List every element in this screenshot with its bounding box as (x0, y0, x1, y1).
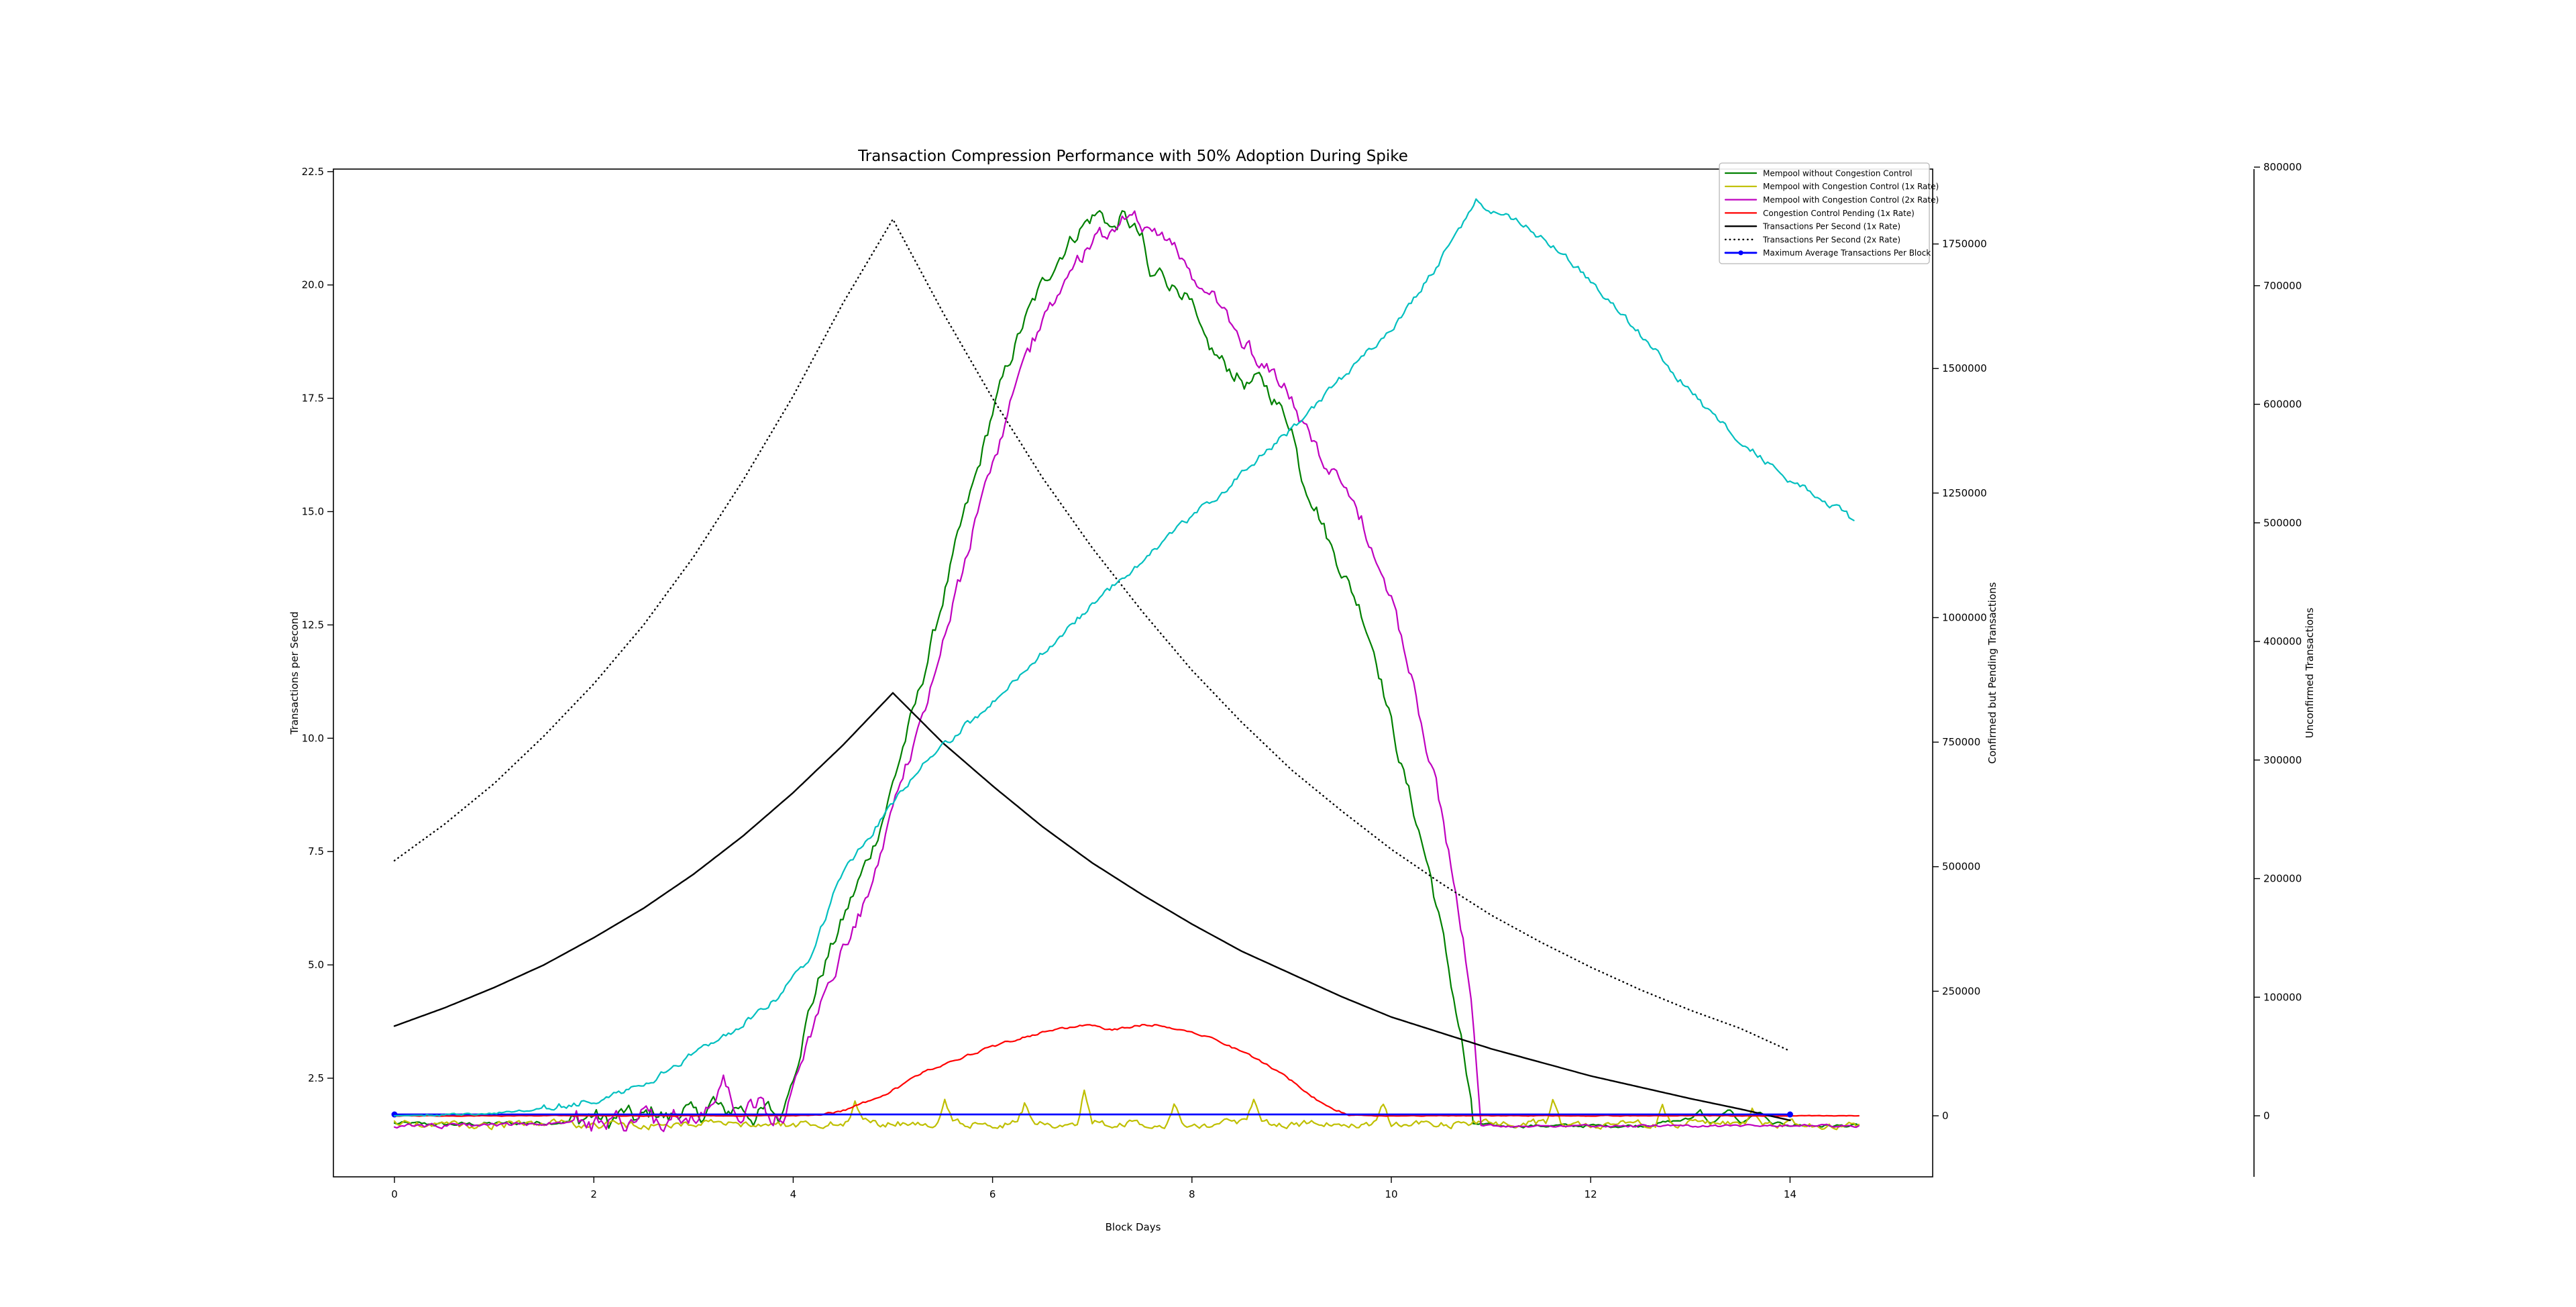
right2-tick-label: 500000 (2263, 517, 2302, 529)
series-layer (391, 198, 1860, 1133)
right1-tick-label: 1250000 (1942, 487, 1987, 499)
right1-tick-label: 1500000 (1942, 362, 1987, 374)
left-tick-label: 7.5 (308, 845, 324, 857)
legend-frame (1719, 162, 1930, 264)
series-cyan-cumulative (393, 198, 1855, 1117)
left-tick-label: 17.5 (302, 393, 324, 405)
series-max-avg-tx-per-block-marker (391, 1111, 398, 1118)
legend-label-cc-pending-1x: Congestion Control Pending (1x Rate) (1763, 209, 1915, 218)
series-cc-pending-1x (393, 1023, 1860, 1117)
series-mempool-no-cc (393, 210, 1860, 1129)
left-tick-label: 15.0 (302, 506, 324, 518)
legend: Mempool without Congestion Control Mempoo… (1719, 162, 1939, 264)
right2-tick-label: 0 (2263, 1110, 2270, 1122)
x-tick-label: 0 (391, 1188, 398, 1200)
chart-title: Transaction Compression Performance with… (857, 148, 1408, 165)
right1-tick-label: 750000 (1942, 736, 1980, 748)
right2-tick-label: 600000 (2263, 399, 2302, 411)
x-tick-label: 6 (989, 1188, 996, 1200)
right2-tick-label: 200000 (2263, 873, 2302, 885)
legend-label-tps-2x: Transactions Per Second (2x Rate) (1762, 235, 1900, 244)
right1-axis-label: Confirmed but Pending Transactions (1986, 582, 1998, 764)
series-mempool-cc-1x (393, 1089, 1860, 1131)
x-tick-label: 10 (1385, 1188, 1397, 1200)
right2-tick-label: 300000 (2263, 754, 2302, 766)
left-tick-label: 22.5 (302, 166, 324, 178)
legend-label-mempool-no-cc: Mempool without Congestion Control (1763, 168, 1913, 178)
right1-tick-label: 1750000 (1942, 238, 1987, 250)
right2-tick-label: 100000 (2263, 991, 2302, 1003)
legend-label-mempool-cc-2x: Mempool with Congestion Control (2x Rate… (1763, 195, 1939, 205)
axes-layer: 0 2 4 6 8 10 12 14 2.5 5.0 7.5 10.0 12.5 15.0 17.5 20.0… (302, 161, 2302, 1200)
right1-tick-label: 1000000 (1942, 611, 1987, 623)
series-mempool-cc-2x (393, 210, 1860, 1133)
series-tps-1x (393, 692, 1791, 1122)
legend-label-tps-1x: Transactions Per Second (1x Rate) (1762, 222, 1900, 231)
left-tick-label: 12.5 (302, 619, 324, 631)
series-tps-2x (393, 218, 1791, 1052)
x-tick-label: 12 (1585, 1188, 1597, 1200)
x-tick-label: 2 (590, 1188, 597, 1200)
series-max-avg-tx-per-block-marker (1786, 1111, 1793, 1118)
right2-tick-label: 700000 (2263, 280, 2302, 292)
x-tick-label: 4 (790, 1188, 797, 1200)
x-tick-label: 14 (1784, 1188, 1796, 1200)
right1-tick-label: 250000 (1942, 985, 1980, 997)
right1-tick-label: 500000 (1942, 861, 1980, 873)
left-tick-label: 10.0 (302, 732, 324, 744)
legend-label-mempool-cc-1x: Mempool with Congestion Control (1x Rate… (1763, 182, 1939, 191)
left-tick-label: 5.0 (308, 959, 324, 971)
left-axis-label: Transactions per Second (288, 611, 301, 735)
legend-swatch-marker-max-avg-tx-per-block (1738, 250, 1743, 256)
axes-frame (333, 168, 1933, 1178)
right2-tick-label: 400000 (2263, 635, 2302, 647)
x-tick-label: 8 (1189, 1188, 1195, 1200)
left-tick-label: 2.5 (308, 1072, 324, 1084)
right1-tick-label: 0 (1942, 1110, 1949, 1122)
right2-tick-label: 800000 (2263, 161, 2302, 173)
left-tick-label: 20.0 (302, 279, 324, 291)
right2-axis-label: Unconfirmed Transactions (2304, 608, 2316, 739)
legend-label-max-avg-tx-per-block: Maximum Average Transactions Per Block (1763, 248, 1931, 258)
x-axis-label: Block Days (1106, 1221, 1161, 1233)
